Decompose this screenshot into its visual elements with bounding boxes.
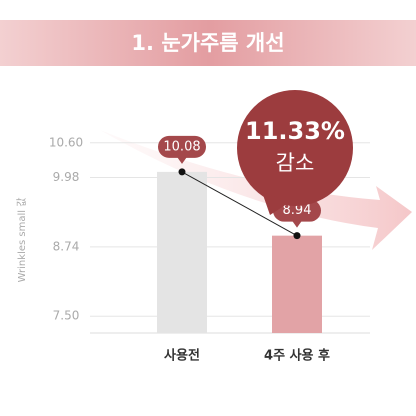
bar: [157, 171, 207, 333]
x-tick-label: 4주 사용 후: [264, 348, 330, 364]
y-axis-label: Wrinkles small 값: [16, 198, 28, 283]
annotation-tail: [262, 192, 290, 215]
y-tick-label: 7.50: [53, 309, 80, 323]
value-label-bg: [158, 135, 206, 158]
y-tick-label: 8.74: [53, 239, 80, 253]
annotation-bubble: [237, 90, 353, 206]
value-label: 10.08: [163, 139, 200, 154]
connector-line: [181, 171, 298, 237]
data-point: [178, 168, 186, 176]
y-tick-label: 10.60: [49, 135, 83, 149]
chart-title: 1. 눈가주름 개선: [131, 31, 284, 55]
value-label: 8.94: [283, 203, 312, 218]
value-label-tail: [292, 220, 302, 228]
annotation-label: 감소: [276, 151, 315, 175]
annotation-value: 11.33%: [245, 117, 345, 145]
bar: [272, 235, 322, 333]
y-tick-label: 9.98: [53, 170, 80, 184]
title-band: [0, 20, 416, 66]
value-label-tail: [177, 156, 187, 164]
data-point: [293, 232, 301, 240]
x-tick-label: 사용전: [164, 348, 200, 364]
